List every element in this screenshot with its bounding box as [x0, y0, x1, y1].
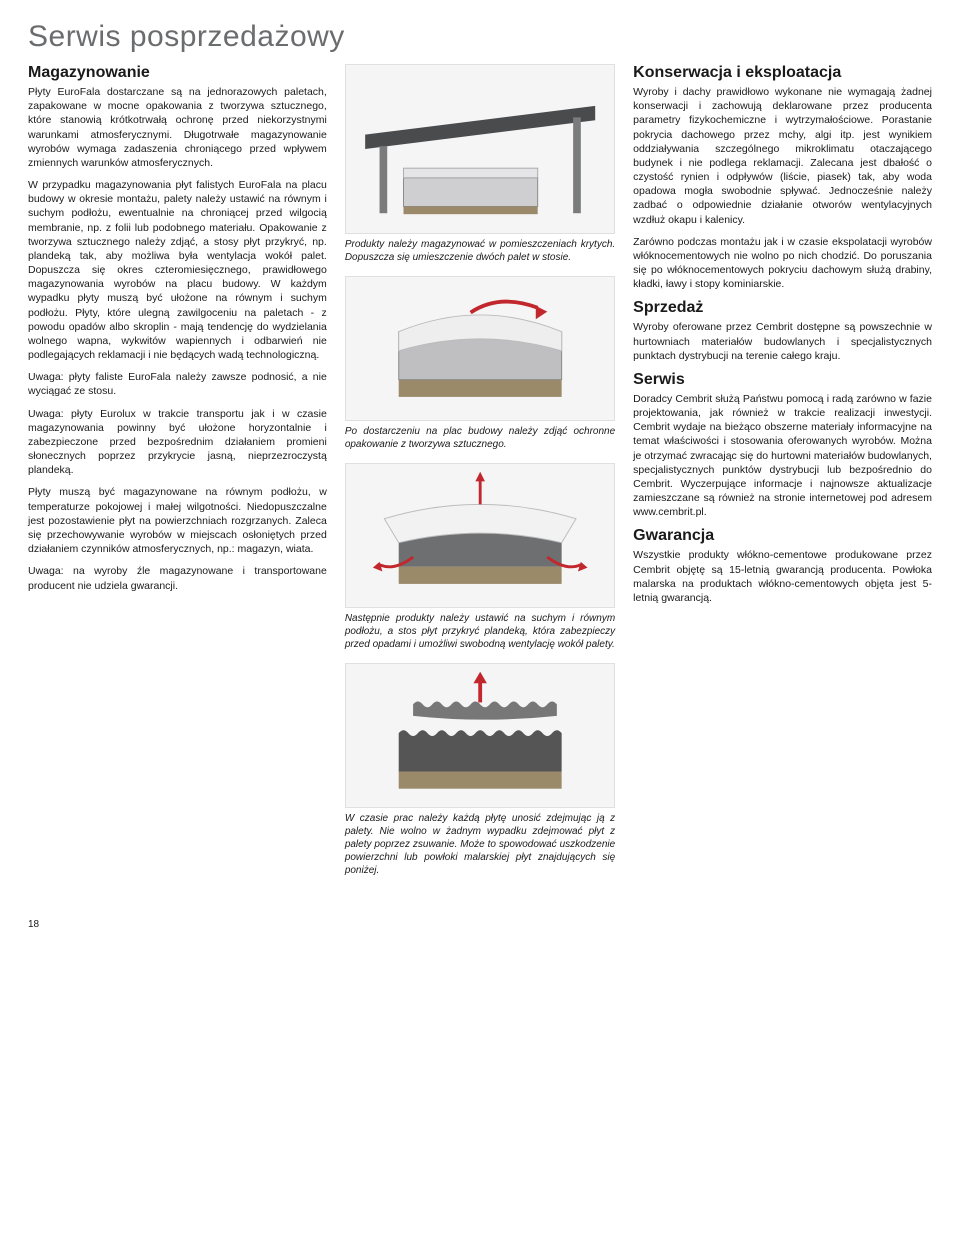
heading-magazynowanie: Magazynowanie: [28, 64, 327, 82]
para-right-3: Wyroby oferowane przez Cembrit dostępne …: [633, 320, 932, 363]
page-number: 18: [28, 919, 932, 930]
para-left-4: Uwaga: płyty Eurolux w trakcie transport…: [28, 407, 327, 478]
para-right-2: Zarówno podczas montażu jak i w czasie e…: [633, 235, 932, 292]
tarp-cover-illustration-icon: [346, 464, 614, 607]
column-left: Magazynowanie Płyty EuroFala dostarczane…: [28, 64, 327, 889]
para-left-5: Płyty muszą być magazynowane na równym p…: [28, 485, 327, 556]
figure-2-image: [345, 276, 615, 421]
figure-2: Po dostarczeniu na plac budowy należy zd…: [345, 276, 615, 451]
para-left-3: Uwaga: płyty faliste EuroFala należy zaw…: [28, 370, 327, 398]
figure-3-image: [345, 463, 615, 608]
figure-1-image: [345, 64, 615, 234]
heading-serwis: Serwis: [633, 371, 932, 389]
figure-1: Produkty należy magazynować w pomieszcze…: [345, 64, 615, 264]
figure-1-caption: Produkty należy magazynować w pomieszcze…: [345, 238, 615, 264]
figure-4-caption: W czasie prac należy każdą płytę unosić …: [345, 812, 615, 877]
page-title: Serwis posprzedażowy: [28, 20, 932, 54]
para-left-2: W przypadku magazynowania płyt falistych…: [28, 178, 327, 362]
heading-sprzedaz: Sprzedaż: [633, 299, 932, 317]
para-left-6: Uwaga: na wyroby źle magazynowane i tran…: [28, 564, 327, 592]
content-columns: Magazynowanie Płyty EuroFala dostarczane…: [28, 64, 932, 889]
figure-3: Następnie produkty należy ustawić na suc…: [345, 463, 615, 651]
figure-2-caption: Po dostarczeniu na plac budowy należy zd…: [345, 425, 615, 451]
figure-4-image: [345, 663, 615, 808]
figure-3-caption: Następnie produkty należy ustawić na suc…: [345, 612, 615, 651]
para-right-5: Wszystkie produkty włókno-cementowe prod…: [633, 548, 932, 605]
para-right-1: Wyroby i dachy prawidłowo wykonane nie w…: [633, 85, 932, 227]
heading-konserwacja: Konserwacja i eksploatacja: [633, 64, 932, 82]
para-right-4: Doradcy Cembrit służą Państwu pomocą i r…: [633, 392, 932, 520]
column-right: Konserwacja i eksploatacja Wyroby i dach…: [633, 64, 932, 889]
heading-gwarancja: Gwarancja: [633, 527, 932, 545]
para-left-1: Płyty EuroFala dostarczane są na jednora…: [28, 85, 327, 170]
figure-4: W czasie prac należy każdą płytę unosić …: [345, 663, 615, 877]
unwrap-illustration-icon: [346, 277, 614, 420]
column-middle: Produkty należy magazynować w pomieszcze…: [345, 64, 615, 889]
lift-sheet-illustration-icon: [346, 664, 614, 807]
shelter-illustration-icon: [346, 65, 614, 233]
